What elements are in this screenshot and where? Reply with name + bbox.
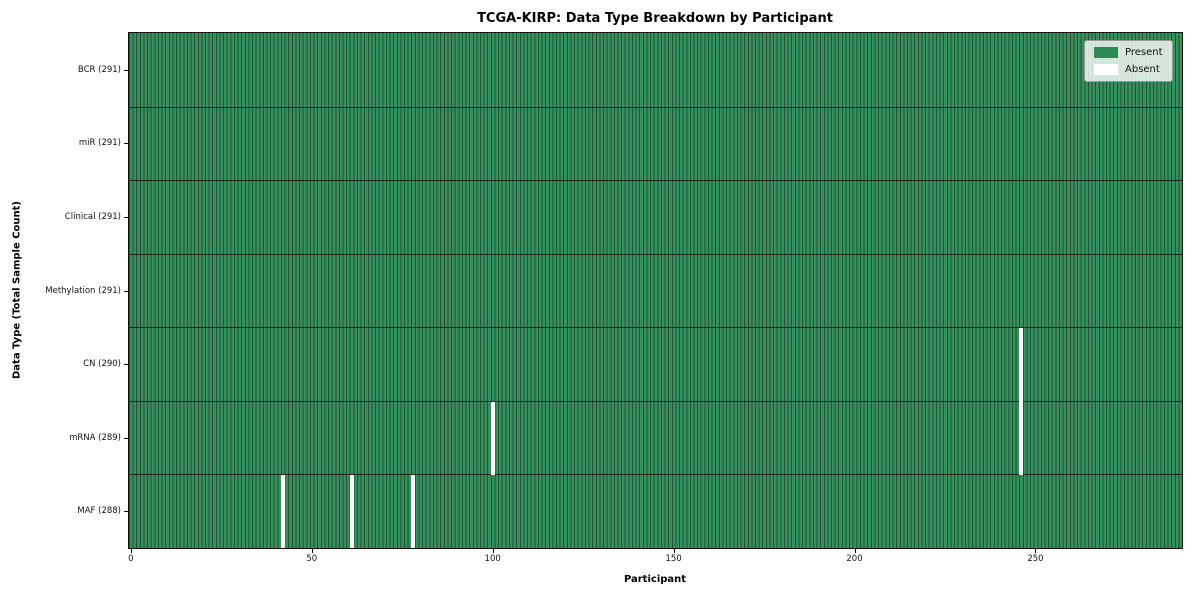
- x-tick-label-50: 50: [306, 554, 318, 564]
- row-divider: [129, 106, 1182, 108]
- x-tick-label-150: 150: [665, 554, 682, 564]
- y-tick: [124, 143, 128, 145]
- row-divider: [129, 400, 1182, 402]
- x-tick: [854, 549, 856, 553]
- x-tick-label-0: 0: [128, 554, 134, 564]
- y-axis-label: Data Type (Total Sample Count): [11, 200, 23, 380]
- heatmap-row-cn: [129, 327, 1182, 401]
- legend-swatch-absent-icon: [1094, 64, 1118, 75]
- heatmap-row-methylation: [129, 254, 1182, 328]
- absent-gap-maf-61: [349, 475, 354, 548]
- absent-gap-cn-246: [1019, 328, 1024, 402]
- row-divider: [129, 180, 1182, 182]
- legend-label-absent: Absent: [1125, 64, 1160, 75]
- legend: Present Absent: [1084, 40, 1173, 82]
- x-axis-label: Participant: [623, 574, 687, 585]
- y-tick-label-maf: MAF (288): [77, 506, 121, 517]
- absent-gap-mrna-246: [1019, 401, 1024, 476]
- legend-label-present: Present: [1125, 47, 1163, 58]
- x-tick-label-250: 250: [1027, 554, 1044, 564]
- y-tick: [124, 216, 128, 218]
- y-tick: [124, 437, 128, 439]
- y-tick: [124, 511, 128, 513]
- heatmap-row-maf: [129, 474, 1182, 548]
- x-tick-label-100: 100: [484, 554, 501, 564]
- x-tick: [130, 549, 132, 553]
- y-tick-label-methylation: Methylation (291): [45, 285, 121, 296]
- y-tick-label-mrna: mRNA (289): [69, 432, 121, 443]
- row-divider: [129, 474, 1182, 476]
- y-tick-label-clinical: Clinical (291): [64, 211, 121, 222]
- legend-item-absent: Absent: [1094, 64, 1163, 75]
- legend-item-present: Present: [1094, 47, 1163, 58]
- absent-gap-mrna-100: [490, 401, 496, 476]
- y-tick-label-mir: miR (291): [78, 138, 121, 149]
- x-tick: [492, 549, 494, 553]
- x-tick: [311, 549, 313, 553]
- row-divider: [129, 327, 1182, 329]
- x-tick-label-200: 200: [846, 554, 863, 564]
- y-tick-label-cn: CN (290): [83, 359, 121, 370]
- y-tick: [124, 290, 128, 292]
- legend-swatch-present-icon: [1094, 47, 1118, 58]
- row-divider: [129, 253, 1182, 255]
- heatmap-row-bcr: [129, 33, 1182, 107]
- chart-title: TCGA-KIRP: Data Type Breakdown by Partic…: [477, 11, 833, 26]
- heatmap-row-clinical: [129, 180, 1182, 254]
- absent-gap-maf-78: [411, 475, 416, 548]
- x-tick: [1035, 549, 1037, 553]
- absent-gap-maf-42: [280, 475, 286, 548]
- heatmap-row-mir: [129, 107, 1182, 181]
- y-tick-label-bcr: BCR (291): [77, 64, 121, 75]
- plot-area: [128, 32, 1183, 549]
- y-tick: [124, 69, 128, 71]
- heatmap-row-mrna: [129, 401, 1182, 475]
- x-tick: [673, 549, 675, 553]
- y-tick: [124, 364, 128, 366]
